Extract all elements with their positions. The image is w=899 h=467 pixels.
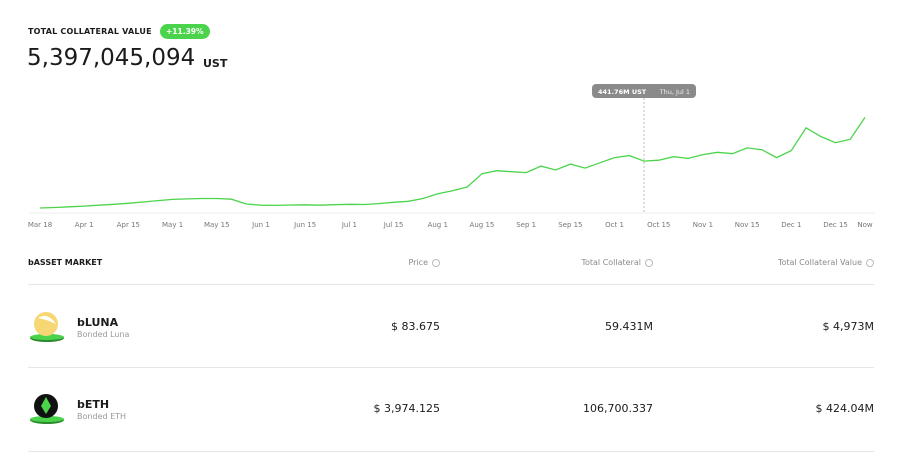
- x-tick-label: Sep 1: [516, 221, 536, 229]
- tooltip-date: Thu, Jul 1: [659, 88, 690, 96]
- x-tick-label: Jun 15: [293, 221, 316, 229]
- x-tick-label: May 1: [162, 221, 183, 229]
- asset-desc: Bonded Luna: [77, 330, 130, 339]
- info-icon[interactable]: [645, 258, 653, 267]
- x-tick-label: Apr 1: [75, 221, 94, 229]
- header-text: Price: [408, 258, 428, 267]
- price: $ 3,974.125: [373, 402, 440, 415]
- x-tick-label: Aug 1: [428, 221, 448, 229]
- x-tick-label: Dec 15: [823, 221, 848, 229]
- divider: [28, 284, 874, 285]
- x-tick-label: Jul 1: [341, 221, 357, 229]
- x-tick-label: Nov 15: [735, 221, 760, 229]
- asset-name: bETH: [77, 398, 110, 411]
- info-icon[interactable]: [866, 258, 874, 267]
- x-tick-label: Oct 15: [647, 221, 670, 229]
- header-text: Total Collateral: [581, 258, 641, 267]
- unit: UST: [203, 57, 228, 70]
- asset-name: bLUNA: [77, 316, 119, 329]
- tooltip-box: [592, 84, 697, 98]
- title: TOTAL COLLATERAL VALUE: [28, 27, 152, 36]
- x-tick-label: Mar 18: [28, 221, 52, 229]
- collateral: 106,700.337: [583, 402, 653, 415]
- line: [39, 116, 866, 209]
- table-header: bASSET MARKET: [28, 258, 103, 267]
- x-tick-label: Now: [857, 221, 873, 229]
- beth-icon[interactable]: [28, 392, 66, 426]
- divider: [28, 451, 874, 452]
- tooltip-value: 441.76M UST: [598, 88, 647, 96]
- collateral-value: $ 424.04M: [815, 402, 874, 415]
- x-tick-label: Jun 1: [251, 221, 270, 229]
- price: $ 83.675: [391, 320, 440, 333]
- total-value: 5,397,045,094: [27, 45, 196, 71]
- header-text: Total Collateral Value: [777, 258, 862, 267]
- x-tick-label: Aug 15: [470, 221, 495, 229]
- table-header: Total Collateral Value: [674, 258, 874, 267]
- table-header: Total Collateral: [453, 258, 653, 267]
- info-icon[interactable]: [432, 258, 440, 267]
- asset-desc: Bonded ETH: [77, 412, 127, 421]
- collateral-value: $ 4,973M: [822, 320, 874, 333]
- x-tick-label: Sep 15: [558, 221, 582, 229]
- x-tick-label: Dec 1: [781, 221, 801, 229]
- divider: [28, 367, 874, 368]
- collateral: 59.431M: [605, 320, 653, 333]
- x-tick-label: Oct 1: [605, 221, 624, 229]
- x-tick-label: Jul 15: [383, 221, 404, 229]
- bluna-icon[interactable]: [28, 310, 66, 344]
- x-tick-label: Apr 15: [117, 221, 140, 229]
- chart: Mar 18 Apr 1 Apr 15 May 1 May 15 Jun 1 Jun 15 J…: [28, 84, 875, 229]
- table-header: Price: [240, 258, 440, 267]
- x-tick-label: May 15: [204, 221, 230, 229]
- x-tick-label: Nov 1: [693, 221, 713, 229]
- change-badge: +11.39%: [160, 24, 210, 39]
